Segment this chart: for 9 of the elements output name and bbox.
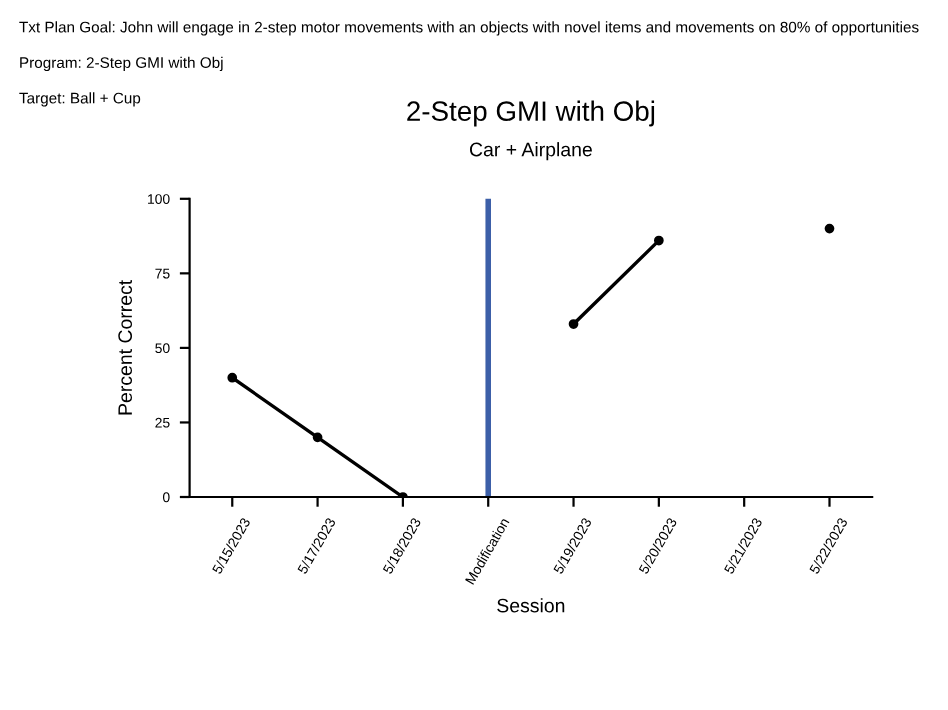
chart-subtitle: Car + Airplane	[469, 142, 592, 161]
point	[568, 319, 579, 329]
chart-title: 2-Step GMI with Obj	[407, 100, 655, 127]
y-axis-title: Percent Correct	[118, 279, 133, 415]
point	[654, 235, 664, 246]
x-axis-title: Session	[497, 598, 565, 613]
point	[824, 223, 835, 234]
point	[227, 372, 238, 383]
point	[312, 432, 323, 443]
